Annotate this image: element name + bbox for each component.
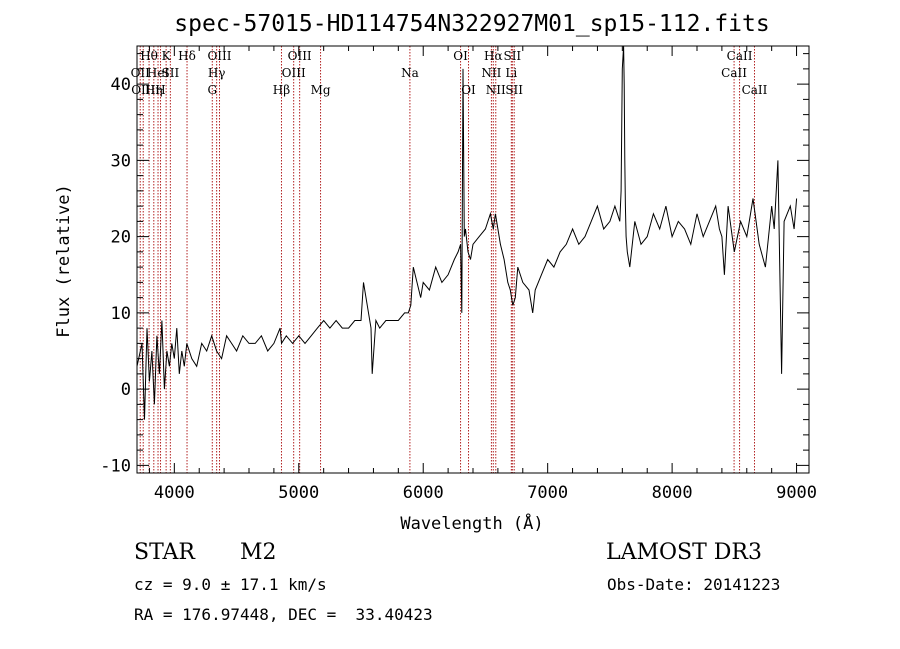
x-tick-label: 8000 (652, 483, 693, 503)
line-label-13: OIII (282, 66, 306, 80)
x-tick-label: 4000 (154, 483, 195, 503)
plot-frame (136, 45, 810, 474)
y-tick-label: 10 (111, 304, 131, 324)
line-label-8: Hδ (178, 49, 196, 63)
line-label-27: CaII (742, 83, 768, 97)
line-label-7: SII (161, 66, 179, 80)
line-label-11: OIII (207, 49, 231, 63)
line-label-6: K (162, 49, 172, 63)
y-tick-label: 0 (121, 380, 131, 400)
x-axis-label: Wavelength (Å) (400, 512, 543, 534)
line-label-14: OIII (288, 49, 312, 63)
line-label-2: Hθ (140, 49, 158, 63)
y-tick-label: 30 (111, 151, 131, 171)
x-tick-label: 6000 (403, 483, 444, 503)
y-tick-label: -10 (100, 456, 131, 476)
y-tick-label: 40 (111, 75, 131, 95)
chart-title: spec-57015-HD114754N322927M01_sp15-112.f… (174, 11, 769, 37)
line-label-17: OI (453, 49, 468, 63)
y-axis-label: Flux (relative) (54, 184, 74, 338)
y-axis-ticks: -10 0 10 20 30 40 (100, 53, 809, 476)
object-subclass: M2 (240, 540, 277, 565)
line-label-9: G (207, 83, 217, 97)
line-label-19: NII (481, 66, 501, 80)
line-label-4: HeI (147, 66, 170, 80)
y-tick-label: 20 (111, 228, 131, 248)
line-label-20: Hα (484, 49, 503, 63)
line-label-5: H (155, 83, 165, 97)
redshift-cz: cz = 9.0 ± 17.1 km/s (134, 575, 327, 594)
line-label-10: Hγ (208, 66, 226, 80)
spectral-line-markers (139, 46, 755, 473)
x-axis-ticks: 4000 5000 6000 7000 8000 9000 (148, 46, 817, 503)
survey-name: LAMOST DR3 (606, 540, 762, 565)
line-label-24: SII (505, 83, 523, 97)
spectral-line-labels: OIIOIIIHθHηHeIHKSIIHδGHγOIIIHβOIIIOIIIMg… (131, 49, 768, 97)
line-label-22: Li (505, 66, 517, 80)
coordinates: RA = 176.97448, DEC = 33.40423 (134, 605, 433, 624)
line-label-23: SII (503, 49, 521, 63)
x-tick-label: 9000 (776, 483, 817, 503)
line-label-26: CaII (727, 49, 753, 63)
line-label-16: Na (401, 66, 419, 80)
line-label-21: NII (486, 83, 506, 97)
spectrum-line (136, 45, 798, 420)
object-class: STAR (134, 540, 195, 565)
x-tick-label: 7000 (527, 483, 568, 503)
x-tick-label: 5000 (278, 483, 319, 503)
line-label-15: Mg (311, 83, 331, 97)
line-label-12: Hβ (273, 83, 290, 97)
line-label-18: OI (461, 83, 476, 97)
line-label-3: Hη (145, 83, 163, 97)
line-label-0: OII (131, 66, 151, 80)
observation-date: Obs-Date: 20141223 (607, 575, 781, 594)
line-label-25: CaII (721, 66, 747, 80)
